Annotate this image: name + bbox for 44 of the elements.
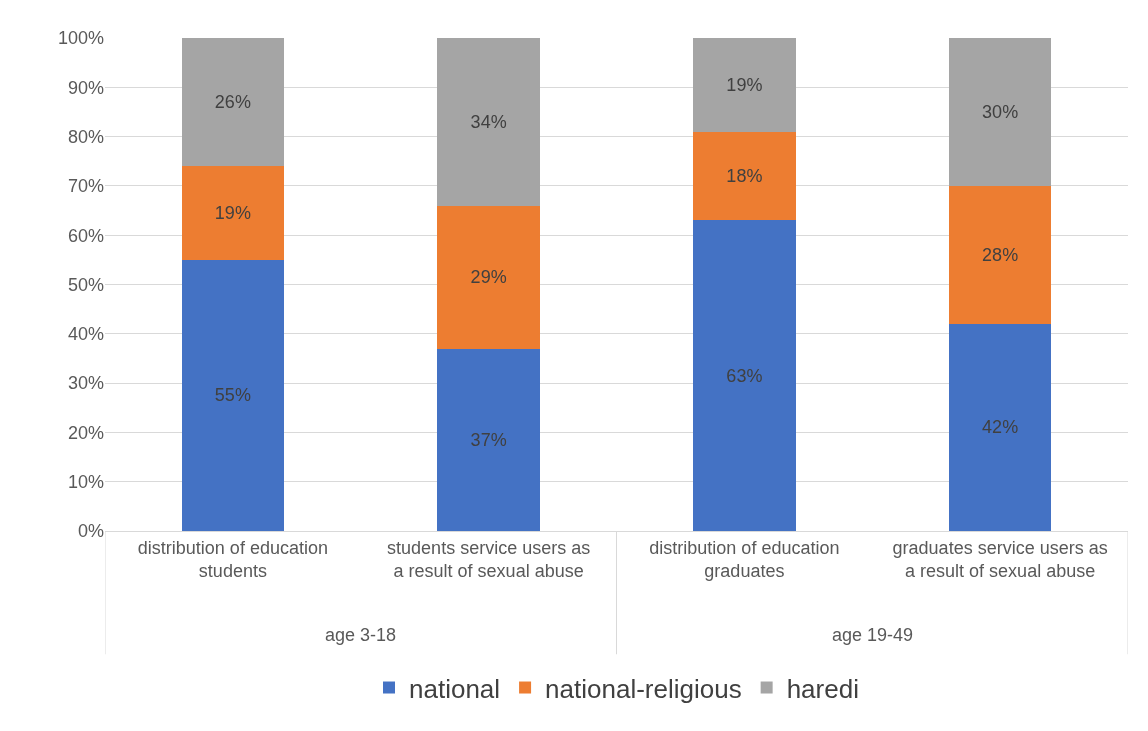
data-label: 63%: [726, 365, 763, 386]
y-tick-label: 50%: [67, 274, 104, 295]
y-tick-label: 0%: [77, 521, 104, 542]
data-label: 42%: [982, 417, 1019, 438]
bar: [693, 131, 796, 221]
y-tick-label: 90%: [67, 77, 104, 98]
bar: [181, 166, 285, 260]
bar: [693, 220, 796, 531]
y-tick-label: 80%: [67, 126, 104, 147]
data-label: 19%: [214, 203, 251, 224]
data-label: 28%: [982, 244, 1019, 265]
bar: [948, 38, 1052, 186]
y-tick-label: 10%: [67, 472, 104, 492]
data-label: 30%: [982, 101, 1019, 122]
bar: [948, 185, 1052, 324]
y-tick-label: 40%: [67, 324, 104, 345]
y-tick-label: 70%: [67, 176, 104, 197]
data-label: 26%: [214, 92, 251, 113]
data-label: 37%: [470, 429, 507, 450]
legend-label: haredi: [786, 673, 859, 704]
bar: [181, 259, 285, 531]
data-label: 34%: [470, 111, 507, 132]
data-label: 18%: [726, 166, 763, 187]
x-tick-label: graduates service users as a result of sexual abuse: [892, 537, 1108, 581]
data-label: 55%: [214, 385, 251, 406]
data-label: 19%: [726, 74, 763, 95]
bar: [437, 38, 540, 206]
x-tick-label: distribution of education students: [137, 537, 328, 581]
bar: [693, 38, 796, 132]
y-tick-label: 60%: [67, 225, 104, 246]
text: age 19-49: [832, 625, 914, 645]
y-tick-label: 100%: [57, 28, 104, 49]
legend-label: national-religious: [545, 673, 742, 704]
bar: [437, 348, 540, 531]
y-tick-label: 30%: [67, 373, 104, 394]
x-tick-label: students service users as a result of sexual abuse: [387, 537, 591, 581]
bar: [437, 205, 540, 349]
bar: [181, 38, 285, 167]
data-label: 29%: [470, 267, 507, 288]
legend-label: national: [409, 673, 501, 704]
x-tick-label: distribution of education graduates: [649, 537, 840, 581]
y-tick-label: 20%: [67, 422, 104, 443]
text: age 3-18: [325, 625, 397, 645]
bar: [948, 323, 1052, 531]
